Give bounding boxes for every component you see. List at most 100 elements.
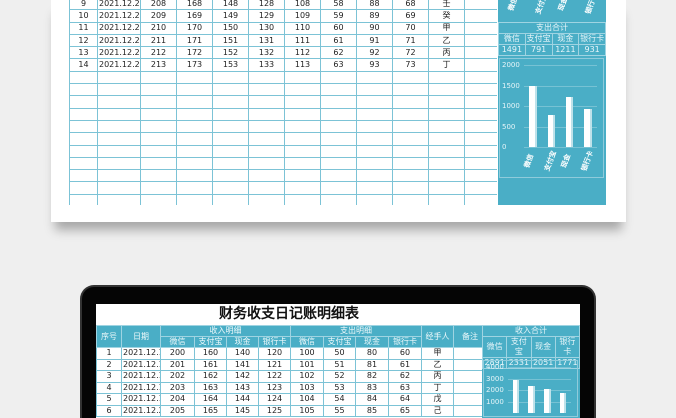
income-cell [176,70,213,85]
expense-cell [392,169,429,183]
income-cell [176,107,213,121]
bottom-data-table: 序号 日期 收入明细 支出明细 经手人 备注 微信 支付宝 现金 银行卡 微信 支付宝 现金 银行卡 1 20… [96,325,487,417]
income-cell: 131 [248,33,285,48]
income-cell [248,132,285,146]
income-cell: 169 [176,9,213,23]
expense-cell [320,156,357,171]
date-cell: 2021.12.19 [121,393,161,406]
note-cell [464,0,497,11]
expense-cell [356,144,393,158]
y-tick-label: 1000 [502,102,520,110]
expense-cell: 109 [284,9,321,23]
income-cell [176,83,213,97]
summary-value: 1211 [551,44,580,56]
income-cell [176,119,213,134]
expense-cell [320,70,357,85]
header-sub: 微信 [290,336,324,348]
income-cell [176,156,213,171]
income-cell: 140 [226,347,259,360]
income-cell [176,193,213,205]
date-cell: 2021.12.24 [97,9,141,23]
income-cell: 170 [176,21,213,35]
summary-value: 791 [524,44,553,56]
income-cell [248,144,285,158]
expense-cell: 88 [356,0,393,11]
handler-cell [428,83,465,97]
income-cell [212,95,249,109]
seq-cell: 14 [69,58,98,72]
summary-label: 现金 [551,33,580,45]
header-sub: 微信 [160,336,195,348]
summary-label: 微信 [498,33,526,45]
top-sheet: 9 2021.12.23 208 168 148 128 108 58 88 68 壬 10 2021.… [51,0,626,222]
income-cell: 152 [212,46,249,60]
income-cell: 211 [140,33,177,48]
expense-cell: 69 [392,9,429,23]
seq-cell [69,107,98,121]
expense-cell [320,83,357,97]
prev-chart-label: 微信 [506,0,520,12]
seq-cell [69,144,98,158]
summary-label: 银行卡 [554,336,580,358]
income-cell: 213 [140,58,177,72]
gridline [524,147,597,148]
income-cell: 163 [194,381,227,394]
bar-0 [512,379,520,413]
expense-cell: 53 [323,381,356,394]
summary-value: 931 [578,44,606,56]
seq-cell [69,132,98,146]
date-cell [97,156,141,171]
income-cell [140,70,177,85]
date-cell: 2021.12.17 [121,370,161,383]
date-cell [97,107,141,121]
expense-cell [356,132,393,146]
expense-cell [356,83,393,97]
date-cell [97,95,141,109]
table-row [69,181,497,195]
expense-cell: 68 [392,0,429,11]
bar-chart: 0 500 1000 1500 2000 微信 支付宝 现金 银行卡 [499,58,604,178]
income-cell: 200 [160,347,195,360]
income-cell [248,119,285,134]
note-cell [464,132,497,146]
income-cell: 133 [248,58,285,72]
income-cell [248,107,285,121]
date-cell: 2021.12.25 [97,21,141,35]
income-cell [176,169,213,183]
income-cell: 171 [176,33,213,48]
gridline [508,401,571,403]
y-tick-label: 2000 [502,61,520,69]
summary-value: 1491 [498,44,526,56]
expense-cell: 70 [392,21,429,35]
expense-cell: 63 [320,58,357,72]
expense-cell: 100 [290,347,324,360]
y-tick-label: 4000 [486,363,504,371]
date-cell: 2021.12.27 [97,46,141,60]
expense-cell: 90 [356,21,393,35]
gridline [508,367,571,368]
expense-cell [356,70,393,85]
income-cell: 122 [258,370,291,383]
seq-cell [69,193,98,205]
date-cell: 2021.12.28 [97,58,141,72]
expense-cell [284,119,321,134]
expense-cell [392,132,429,146]
income-cell: 151 [212,33,249,48]
date-cell [97,193,141,205]
expense-cell [392,156,429,171]
date-cell [97,119,141,134]
income-cell [212,70,249,85]
expense-cell: 80 [355,347,389,360]
income-cell [212,83,249,97]
expense-cell [392,95,429,109]
seq-cell: 2 [96,358,122,371]
table-row: 13 2021.12.27 212 172 152 132 112 62 92 72 丙 [69,46,497,60]
income-cell: 205 [160,404,195,417]
expense-cell: 71 [392,33,429,48]
note-cell [464,119,497,134]
date-cell: 2021.12.15 [121,347,161,360]
income-cell: 128 [248,0,285,11]
expense-cell [284,107,321,121]
income-cell: 208 [140,0,177,11]
